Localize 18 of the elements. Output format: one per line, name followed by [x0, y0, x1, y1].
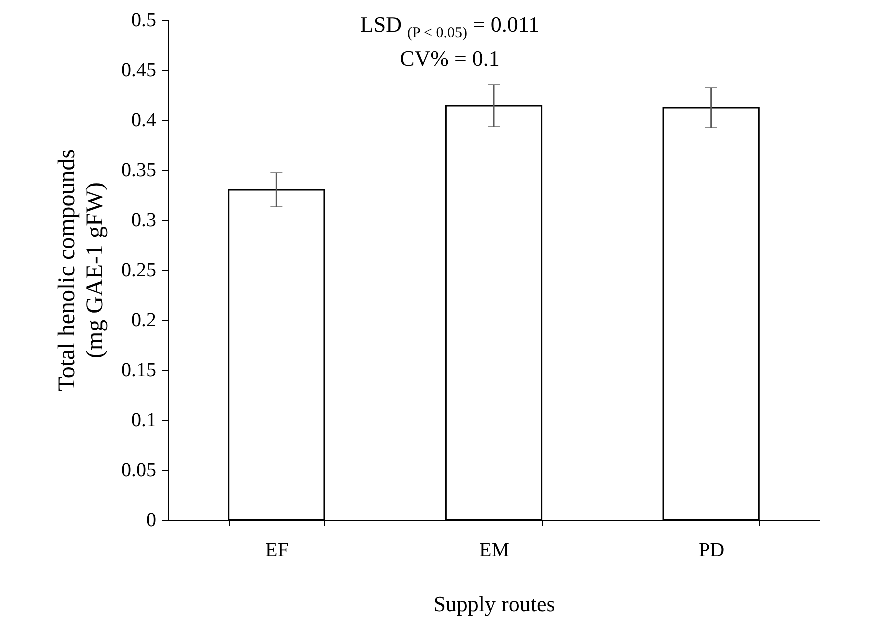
y-tick-label: 0.5	[132, 10, 156, 32]
y-tick-label: 0	[146, 510, 156, 532]
y-tick-label: 0.2	[132, 310, 156, 332]
x-axis-title: Supply routes	[434, 592, 556, 616]
y-tick-label: 0.35	[122, 160, 156, 182]
x-tick-label: EF	[265, 540, 289, 562]
x-tick-label: PD	[699, 540, 725, 562]
y-tick-label: 0.15	[122, 360, 156, 382]
y-tick-label: 0.1	[132, 410, 156, 432]
annotation: CV% = 0.1	[399, 46, 501, 72]
y-tick-label: 0.4	[132, 110, 156, 132]
annotation: LSD $_{(P < 0.05)}$ = 0.011	[359, 12, 541, 44]
y-tick-label: 0.3	[132, 210, 156, 232]
y-tick-label: 0.45	[122, 60, 156, 82]
y-tick-label: 0.25	[122, 260, 156, 282]
x-tick-label: EM	[480, 540, 510, 562]
y-axis-title: Total henolic compounds (mg GAE-1 gFW)	[54, 149, 108, 392]
y-tick-label: 0.05	[122, 460, 156, 482]
